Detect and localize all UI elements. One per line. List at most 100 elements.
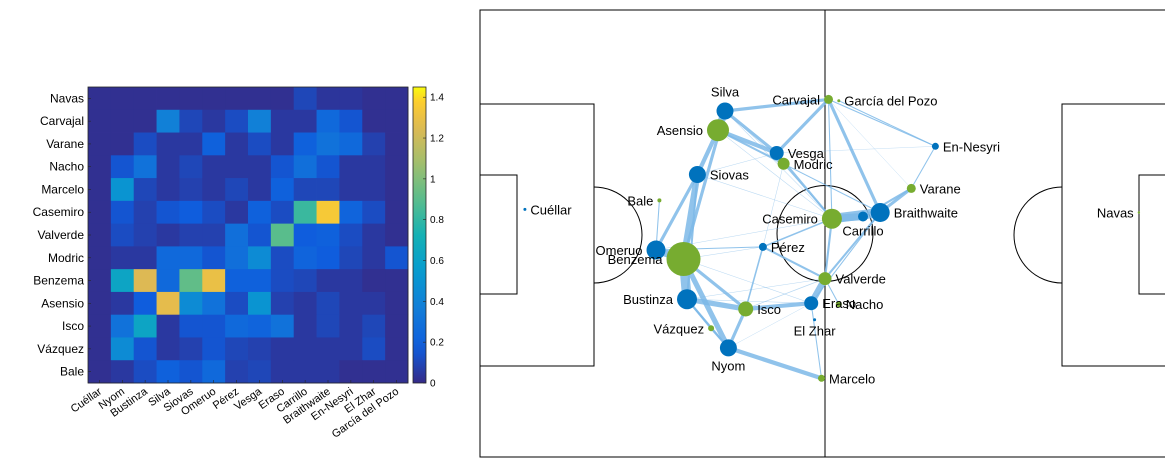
heatmap-cell [339,314,363,338]
heatmap-cell [88,223,112,247]
heatmap-cell [339,291,363,316]
heatmap-cell [362,337,386,361]
heatmap-cell [133,223,157,247]
pass-edge-eraso-braithwaite [810,211,881,304]
heatmap-cell [270,200,295,225]
heatmap-cell [385,87,409,111]
colorbar-tick-label: 0.2 [430,338,444,349]
heatmap-cell [270,314,295,338]
heatmap-cell [362,155,386,179]
heatmap-cell [316,314,340,338]
heatmap-cell [270,223,295,247]
heatmap-cell [88,132,112,156]
heatmap-cell [156,246,180,270]
heatmap-cell [385,155,409,179]
heatmap-cell [270,155,295,179]
heatmap-cell [202,291,226,316]
heatmap-cell [248,314,272,338]
pass-edge-benzema-eraso [683,258,812,304]
player-node-isco [738,301,754,317]
player-node-garcia-del-pozo [837,99,841,103]
player-node-cuellar [523,207,527,211]
player-label-eraso: Eraso [822,296,856,311]
heatmap-cell [133,155,157,179]
heatmap-cell [156,178,180,202]
pass-edge-varane-en-nesyri [910,145,936,189]
heatmap-cell [293,314,317,338]
heatmap-cell [362,109,386,133]
heatmap-cell [270,337,295,361]
heatmap-row-label: Benzema [33,274,84,288]
heatmap-cell [156,337,180,361]
player-nodes [523,94,1141,382]
player-label-perez: Pérez [771,240,805,255]
pass-edge-bustinza-eraso [686,298,812,304]
heatmap-cell [110,291,135,316]
heatmap-row-label: Modric [48,251,84,265]
heatmap-cell [293,223,317,247]
player-node-modric [777,157,790,170]
heatmap-cell [179,200,203,225]
heatmap-cell [179,155,203,179]
heatmap-cell [316,178,340,202]
player-node-carvajal [824,94,833,104]
heatmap-cell [110,155,135,179]
player-label-carvajal: Carvajal [772,92,820,107]
heatmap-cell [270,109,295,133]
heatmap-cell [270,178,295,202]
heatmap-cell [133,360,157,384]
heatmap-row-label: Isco [62,319,84,333]
pass-edge-siovas-casemiro [697,174,833,219]
heatmap-cell [156,269,180,293]
heatmap-cell [110,337,135,361]
player-node-nyom [719,339,737,357]
player-node-asensio [707,119,729,142]
heatmap-cell [293,178,317,202]
heatmap-cell [385,291,409,316]
heatmap-cell [362,178,386,202]
player-label-casemiro: Casemiro [762,212,818,227]
heatmap-cell [133,314,157,338]
heatmap-cell [225,223,249,247]
pass-edge-bustinza-valverde [686,278,826,300]
heatmap-cell [248,87,272,111]
player-node-perez [758,242,767,251]
heatmap-cell [88,314,112,338]
heatmap-row-label: Varane [46,137,84,151]
heatmap-row-label: Navas [50,91,84,105]
player-node-navas [1137,211,1141,214]
heatmap-cell [270,246,295,270]
heatmap-cell [385,223,409,247]
heatmap-cell [156,314,180,338]
heatmap-cell [316,223,340,247]
heatmap-cell [202,246,226,270]
heatmap-cell [179,109,203,133]
pass-edge-isco-valverde [745,278,826,310]
heatmap-cell [156,200,180,225]
heatmap-cell [133,200,157,225]
heatmap-cell [270,291,295,316]
player-label-benzema: Benzema [608,252,664,267]
pass-edge-carvajal-casemiro [827,98,833,220]
heatmap-cell [202,314,226,338]
colorbar-tick-label: 0.8 [430,215,444,226]
heatmap-cell [179,360,203,384]
heatmap-cell [156,87,180,111]
heatmap-cell [88,337,112,361]
heatmap-cell [133,291,157,316]
heatmap-cell [225,269,249,293]
heatmap-cell [339,223,363,247]
pass-edge-modric-casemiro [783,163,833,220]
heatmap-cell [362,246,386,270]
heatmap-cell [110,360,135,384]
heatmap-cell [202,360,226,384]
player-label-silva: Silva [711,85,740,100]
heatmap-cell [225,132,249,156]
player-node-silva [716,102,734,120]
player-node-casemiro [821,208,842,229]
colorbar-tick-label: 1.4 [430,93,444,104]
heatmap-cell [88,360,112,384]
heatmap-cell [179,223,203,247]
heatmap-cell [316,155,340,179]
